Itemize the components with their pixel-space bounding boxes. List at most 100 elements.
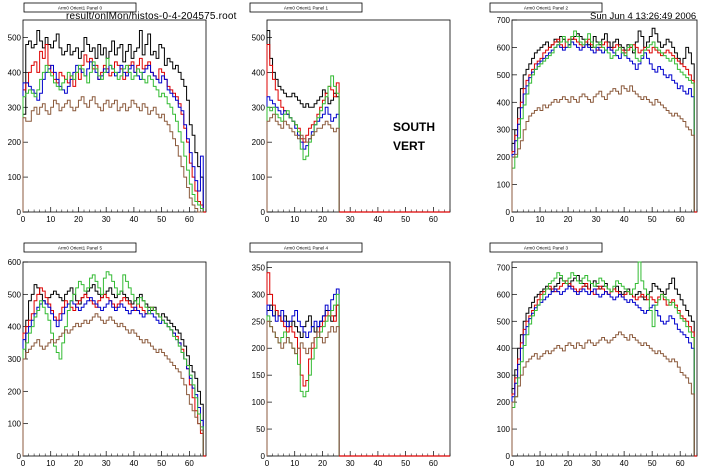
series-green: [22, 57, 204, 212]
annotation-south: SOUTH: [393, 120, 435, 134]
histogram-panel-5: Arm0 Orient1 Panel 30 10 20 30 40 50 600100200…: [489, 242, 698, 468]
y-tick-label: 300: [252, 103, 266, 112]
y-tick-label: 100: [252, 173, 266, 182]
y-tick-label: 600: [497, 290, 511, 299]
x-tick-label: 0: [265, 459, 270, 468]
y-tick-label: 500: [252, 33, 266, 42]
x-tick-label: 30: [346, 459, 355, 468]
x-tick-label: 60: [676, 215, 685, 224]
series-black: [266, 29, 340, 212]
y-tick-label: 250: [252, 317, 266, 326]
x-tick-label: 30: [346, 215, 355, 224]
series-black: [22, 284, 204, 456]
series-green: [22, 271, 204, 456]
panel-title: Arm0 Orient1 Panel 2: [524, 6, 569, 11]
x-tick-label: 10: [46, 215, 55, 224]
y-tick-label: 700: [497, 16, 511, 25]
x-tick-label: 10: [46, 459, 55, 468]
y-tick-label: 0: [261, 452, 266, 461]
x-tick-label: 20: [564, 459, 573, 468]
y-tick-label: 200: [497, 153, 511, 162]
panel-title-box: [23, 242, 137, 253]
panel-frame: [22, 261, 207, 457]
x-tick-label: 50: [648, 459, 657, 468]
series-brown: [22, 313, 204, 456]
x-tick-label: 10: [536, 215, 545, 224]
x-tick-label: 20: [74, 459, 83, 468]
y-tick-label: 600: [8, 258, 22, 267]
x-tick-label: 20: [318, 215, 327, 224]
histogram-panel-4: Arm0 Orient1 Panel 4 0 10 20 30 40 50 60 0 50 100 1…: [249, 242, 451, 468]
y-tick-label: 600: [497, 43, 511, 52]
x-tick-label: 30: [592, 215, 601, 224]
y-tick-label: 700: [497, 263, 511, 272]
y-tick-label: 200: [252, 344, 266, 353]
panel-title-box: [489, 2, 603, 13]
x-tick-label: 10: [290, 459, 299, 468]
panel-title-box: [489, 242, 603, 253]
x-tick-label: 30: [102, 215, 111, 224]
x-tick-label: 50: [401, 215, 410, 224]
y-tick-label: 50: [256, 425, 265, 434]
x-tick-label: 50: [157, 459, 166, 468]
panel-title: Arm0 Orient1 Panel 5: [58, 246, 103, 251]
x-tick-label: 40: [129, 459, 138, 468]
x-tick-label: 50: [648, 215, 657, 224]
x-tick-label: 60: [429, 215, 438, 224]
y-tick-label: 500: [497, 71, 511, 80]
y-tick-label: 100: [497, 181, 511, 190]
y-tick-label: 100: [497, 425, 511, 434]
y-tick-label: 200: [8, 387, 22, 396]
x-tick-label: 30: [102, 459, 111, 468]
y-tick-label: 0: [506, 208, 511, 217]
panel-frame: [266, 19, 451, 213]
y-tick-label: 400: [252, 68, 266, 77]
x-tick-label: 20: [564, 215, 573, 224]
x-tick-label: 40: [129, 215, 138, 224]
y-tick-label: 400: [8, 68, 22, 77]
x-tick-label: 60: [185, 459, 194, 468]
series-red: [266, 272, 340, 456]
y-tick-label: 400: [497, 98, 511, 107]
x-tick-label: 40: [373, 459, 382, 468]
y-tick-label: 100: [8, 173, 22, 182]
x-tick-label: 60: [185, 215, 194, 224]
series-green: [266, 75, 340, 212]
series-brown: [266, 113, 340, 212]
series-blue: [266, 288, 340, 456]
series-brown: [511, 331, 695, 456]
y-tick-label: 300: [497, 126, 511, 135]
histogram-panel-1: Arm0 Orient1 Panel 1 0 10 20 30 40 50 60 0 100 200…: [249, 2, 451, 224]
x-tick-label: 10: [536, 459, 545, 468]
x-tick-label: 20: [74, 215, 83, 224]
y-tick-label: 500: [8, 290, 22, 299]
series-brown: [511, 85, 695, 212]
x-tick-label: 0: [21, 215, 26, 224]
y-tick-label: 400: [8, 323, 22, 332]
file-label: result/onlMon/histos-0-4-204575.root: [66, 11, 237, 22]
y-tick-label: 0: [17, 452, 22, 461]
y-tick-label: 100: [252, 398, 266, 407]
panel-title-box: [249, 242, 363, 253]
x-tick-label: 60: [429, 459, 438, 468]
x-tick-label: 50: [157, 215, 166, 224]
panel-title: Arm0 Orient1 Panel 4: [284, 246, 329, 251]
y-tick-label: 100: [8, 420, 22, 429]
series-green: [511, 261, 695, 456]
y-tick-label: 0: [261, 208, 266, 217]
panel-title-box: [23, 2, 137, 13]
y-tick-label: 0: [506, 452, 511, 461]
y-tick-label: 200: [8, 138, 22, 147]
histogram-panel-2: Arm0 Orient1 Panel 20 10 20 30 40 50 600100200…: [489, 2, 698, 224]
series-blue: [511, 285, 695, 456]
x-tick-label: 0: [21, 459, 26, 468]
y-tick-label: 350: [252, 263, 266, 272]
x-tick-label: 0: [265, 215, 270, 224]
y-tick-label: 0: [17, 208, 22, 217]
y-tick-label: 200: [497, 398, 511, 407]
series-green: [511, 30, 695, 212]
panel-title: Arm0 Orient1 Panel 3: [524, 246, 569, 251]
series-blue: [266, 96, 340, 212]
histogram-panel-0: Arm0 Orient1 Panel 0 0 10 20 30 40 50 60 0 100 200…: [8, 2, 207, 224]
